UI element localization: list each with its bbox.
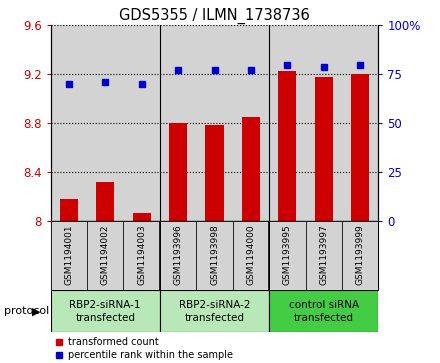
Text: GSM1194002: GSM1194002 <box>101 224 110 285</box>
Bar <box>269 221 305 290</box>
Text: GSM1194000: GSM1194000 <box>246 224 256 285</box>
Text: GSM1194001: GSM1194001 <box>64 224 73 285</box>
Bar <box>342 221 378 290</box>
Bar <box>132 213 151 221</box>
Text: RBP2-siRNA-2
transfected: RBP2-siRNA-2 transfected <box>179 300 250 323</box>
Bar <box>305 221 342 290</box>
Text: GSM1193995: GSM1193995 <box>283 224 292 285</box>
Text: ▶: ▶ <box>32 306 40 316</box>
Bar <box>233 221 269 290</box>
Text: GSM1193998: GSM1193998 <box>210 224 219 285</box>
Bar <box>87 221 124 290</box>
Bar <box>196 221 233 290</box>
Bar <box>51 290 160 332</box>
Bar <box>315 77 333 221</box>
Bar <box>124 221 160 290</box>
Bar <box>278 71 297 221</box>
Bar <box>351 74 369 221</box>
Bar <box>60 199 78 221</box>
Text: control siRNA
transfected: control siRNA transfected <box>289 300 359 323</box>
Bar <box>51 221 87 290</box>
Bar <box>160 290 269 332</box>
Bar <box>169 123 187 221</box>
Text: protocol: protocol <box>4 306 50 316</box>
Text: GSM1193997: GSM1193997 <box>319 224 328 285</box>
Bar <box>242 117 260 221</box>
Bar <box>160 221 196 290</box>
Bar <box>205 125 224 221</box>
Text: GSM1193996: GSM1193996 <box>173 224 183 285</box>
Legend: transformed count, percentile rank within the sample: transformed count, percentile rank withi… <box>55 337 233 360</box>
Text: GSM1194003: GSM1194003 <box>137 224 146 285</box>
Text: GSM1193999: GSM1193999 <box>356 224 365 285</box>
Title: GDS5355 / ILMN_1738736: GDS5355 / ILMN_1738736 <box>119 8 310 24</box>
Text: RBP2-siRNA-1
transfected: RBP2-siRNA-1 transfected <box>70 300 141 323</box>
Bar <box>96 182 114 221</box>
Bar <box>269 290 378 332</box>
